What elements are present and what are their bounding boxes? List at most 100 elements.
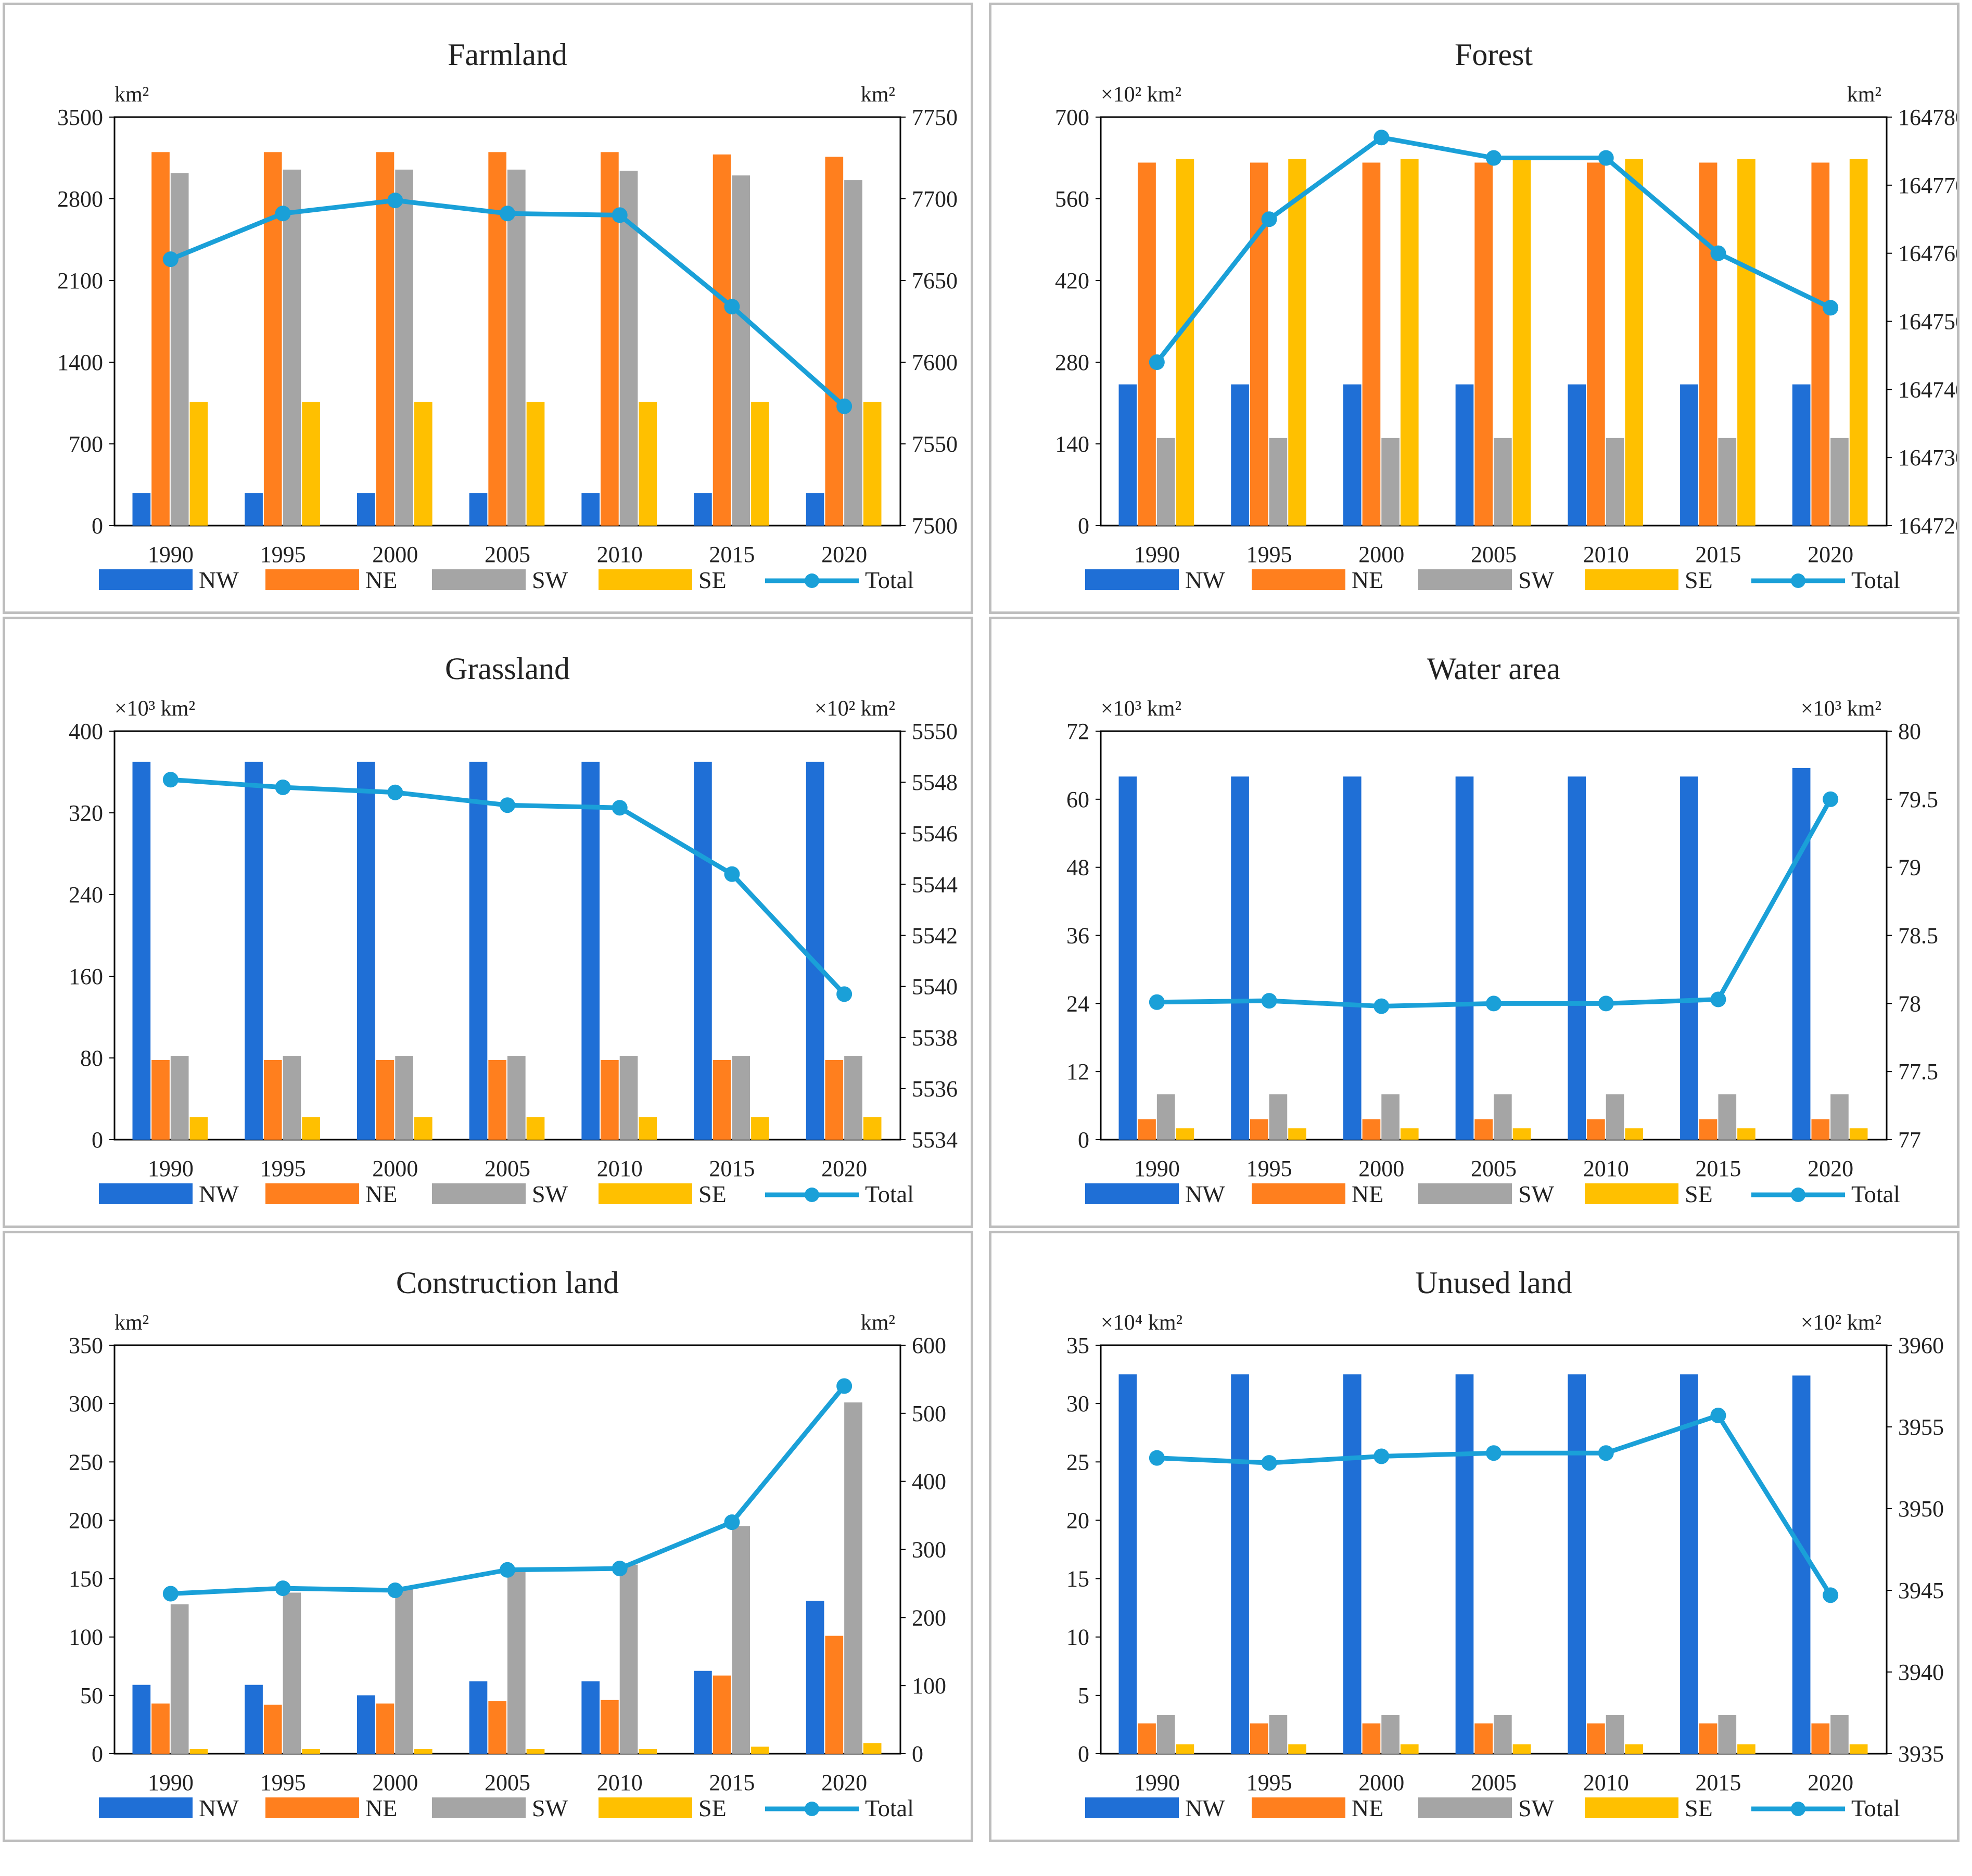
bar-se-2020: [863, 1743, 882, 1754]
bar-nw-1995: [245, 761, 263, 1140]
bar-nw-1990: [1118, 776, 1137, 1140]
bar-nw-2020: [1792, 1375, 1811, 1754]
category-label: 1995: [260, 542, 306, 567]
legend-ne-swatch: [1252, 1183, 1345, 1204]
chart-title: Construction land: [396, 1266, 619, 1300]
bar-ne-2010: [601, 1060, 619, 1140]
bar-se-2015: [751, 1117, 769, 1140]
bar-nw-1990: [132, 493, 151, 526]
right-tick-label: 164740: [1898, 377, 1957, 402]
legend-total-marker: [805, 1188, 819, 1202]
left-tick-label: 35: [1066, 1333, 1089, 1358]
category-label: 2020: [821, 1770, 867, 1795]
bar-se-2005: [1512, 1744, 1531, 1754]
category-label: 2015: [709, 542, 755, 567]
bar-se-2015: [1737, 1128, 1755, 1140]
right-tick-label: 200: [912, 1605, 946, 1630]
total-point-2010: [612, 207, 628, 223]
bar-se-2010: [639, 402, 657, 526]
left-tick-label: 300: [69, 1391, 103, 1416]
bar-nw-2010: [581, 1681, 600, 1754]
bar-sw-2020: [844, 1056, 862, 1140]
left-tick-label: 50: [80, 1683, 103, 1708]
legend-total-label: Total: [1851, 1181, 1900, 1207]
legend-se-swatch: [1585, 1797, 1678, 1818]
bar-ne-2000: [1362, 1119, 1381, 1140]
total-point-1995: [275, 779, 291, 795]
category-label: 2010: [1583, 1156, 1629, 1181]
bar-nw-2015: [1680, 776, 1698, 1140]
bar-nw-1995: [245, 493, 263, 526]
bar-se-2005: [526, 402, 545, 526]
bar-sw-1995: [1269, 1715, 1288, 1754]
left-tick-label: 240: [69, 882, 103, 908]
legend-nw-swatch: [99, 569, 193, 590]
total-point-2015: [1710, 991, 1726, 1007]
left-tick-label: 250: [69, 1449, 103, 1475]
bar-ne-2015: [713, 1675, 731, 1754]
category-label: 1990: [148, 1770, 194, 1795]
bar-ne-2005: [1474, 1723, 1493, 1754]
right-tick-label: 164750: [1898, 309, 1957, 335]
bar-se-1990: [1176, 1744, 1194, 1754]
category-label: 2010: [1583, 542, 1629, 567]
bar-ne-2005: [488, 1701, 506, 1754]
bar-sw-2000: [395, 1587, 413, 1754]
category-label: 1995: [1246, 1156, 1292, 1181]
right-tick-label: 79: [1898, 855, 1921, 880]
legend-sw-swatch: [432, 569, 526, 590]
legend-se-swatch: [599, 569, 692, 590]
bar-nw-1995: [1231, 776, 1249, 1140]
bar-se-2010: [1625, 1744, 1644, 1754]
legend-se-label: SE: [1685, 567, 1713, 593]
bar-sw-2020: [844, 1402, 862, 1754]
category-label: 2000: [372, 1156, 418, 1181]
bar-se-1995: [1288, 159, 1306, 526]
bar-nw-2015: [694, 1670, 712, 1754]
total-point-2000: [1373, 1448, 1390, 1464]
legend-nw-swatch: [1085, 569, 1179, 590]
chart-panel-2: Grassland ×10³ km² ×10² km² 0 80 160 240 320 400…: [3, 617, 973, 1228]
chart-panel-5: Unused land ×10⁴ km² ×10² km² 0 5 10 15 20 25 30 3…: [989, 1231, 1960, 1842]
bar-ne-2020: [1811, 1723, 1830, 1754]
plot-frame: [1100, 1344, 1888, 1755]
bar-ne-1995: [263, 1060, 282, 1140]
legend-ne-swatch: [265, 1797, 359, 1818]
left-tick-label: 140: [1055, 431, 1089, 457]
bar-nw-2005: [469, 493, 488, 526]
total-line: [1156, 1413, 1833, 1597]
legend-nw-label: NW: [199, 1795, 239, 1821]
bar-nw-2000: [357, 493, 375, 526]
left-tick-label: 0: [92, 1741, 103, 1767]
total-point-1990: [162, 772, 179, 788]
bar-se-1990: [189, 1117, 208, 1140]
bar-sw-1990: [170, 1056, 189, 1140]
left-tick-label: 0: [92, 513, 103, 539]
bar-ne-2010: [601, 1700, 619, 1754]
left-tick-label: 420: [1055, 268, 1089, 293]
total-point-2010: [612, 800, 628, 816]
bar-sw-2015: [732, 1056, 750, 1140]
left-tick-label: 10: [1066, 1625, 1089, 1650]
category-label: 2020: [821, 542, 867, 567]
category-label: 1990: [1134, 1770, 1180, 1795]
category-label: 2000: [1358, 542, 1404, 567]
category-label: 2010: [597, 1770, 643, 1795]
legend-sw-swatch: [1418, 569, 1512, 590]
total-point-1990: [162, 251, 179, 267]
legend-total-marker: [1791, 573, 1805, 588]
bar-se-2000: [414, 402, 432, 526]
legend-ne-swatch: [1252, 1797, 1345, 1818]
left-tick-label: 3500: [57, 105, 103, 130]
bar-ne-2000: [376, 1703, 395, 1754]
right-tick-label: 164730: [1898, 445, 1957, 470]
left-tick-label: 48: [1066, 855, 1089, 880]
right-tick-label: 78: [1898, 991, 1921, 1016]
bar-ne-1990: [151, 1703, 170, 1754]
category-label: 2015: [1695, 1156, 1741, 1181]
right-tick-label: 500: [912, 1401, 946, 1426]
right-tick-label: 5538: [912, 1025, 958, 1051]
bar-sw-2005: [1494, 1715, 1512, 1754]
right-tick-label: 79.5: [1898, 787, 1938, 812]
bar-nw-2010: [581, 493, 600, 526]
